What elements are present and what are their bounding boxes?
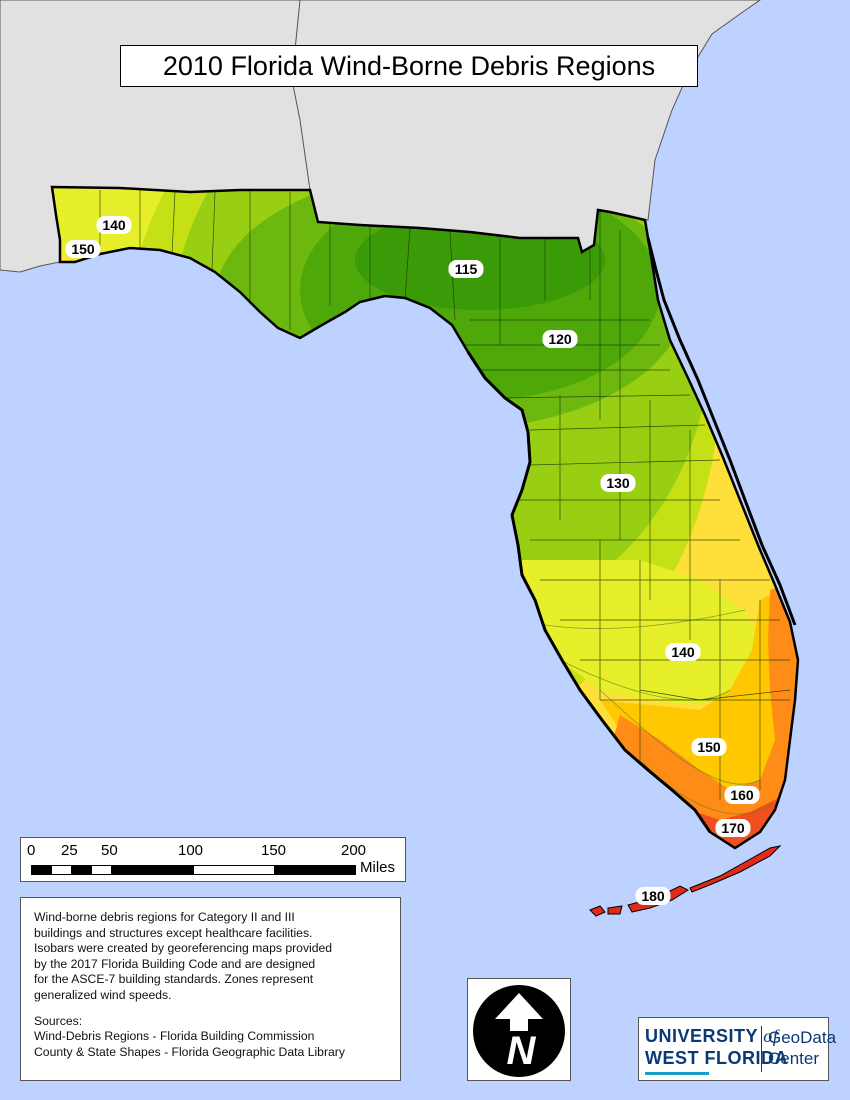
isobar-label-text: 140	[671, 644, 695, 660]
north-arrow-icon: N	[473, 985, 565, 1077]
scale-tick-label: 25	[61, 842, 78, 859]
isobar-label: 150	[65, 240, 101, 258]
scale-tick-label: 0	[27, 842, 36, 859]
isobar-label-text: 120	[548, 331, 572, 347]
source-item: County & State Shapes - Florida Geograph…	[34, 1044, 345, 1059]
isobar-label-text: 170	[721, 820, 745, 836]
isobar-label: 130	[600, 474, 636, 492]
florida-keys	[589, 845, 782, 917]
scale-tick-label: 50	[101, 842, 118, 859]
isobar-label-text: 150	[697, 739, 721, 755]
isobar-label-bg	[635, 887, 671, 905]
logo-of-text: of	[763, 1026, 779, 1046]
uwf-geodata-logo: UNIVERSITY of WEST FLORIDA GeoData Cente…	[638, 1017, 836, 1081]
atlantic-coast-detail	[646, 237, 797, 626]
isobar-labels: 115 120 130 140 150 160 170 180 140 150	[65, 216, 760, 905]
notes-panel: Wind-borne debris regions for Category I…	[20, 897, 401, 1081]
north-letter: N	[507, 1029, 537, 1073]
logo-divider	[761, 1026, 762, 1072]
isobar-label-text: 140	[102, 217, 126, 233]
notes-description: Wind-borne debris regions for Category I…	[34, 910, 333, 1002]
map-title: 2010 Florida Wind-Borne Debris Regions	[120, 45, 698, 87]
isobar-label-bg	[65, 240, 101, 258]
isobar-label-text: 180	[641, 888, 665, 904]
isobar-label-bg	[665, 643, 701, 661]
scale-segment	[274, 865, 356, 875]
sources-title: Sources:	[34, 1013, 83, 1028]
isobar-label: 140	[665, 643, 701, 661]
source-item: Wind-Debris Regions - Florida Building C…	[34, 1029, 315, 1044]
isobar-label-bg	[691, 738, 727, 756]
isobar-label: 115	[448, 260, 484, 278]
scale-tick-label: 200	[341, 842, 367, 859]
scale-bar: 0 25 50 100 150 200 Miles	[20, 837, 406, 882]
north-arrow-panel: N	[467, 978, 571, 1081]
scale-segment	[51, 865, 72, 875]
isobar-label: 150	[691, 738, 727, 756]
state-borders	[291, 0, 311, 191]
scale-tick-label: 150	[261, 842, 287, 859]
isobar-label: 160	[724, 786, 760, 804]
isobar-label-text: 130	[606, 475, 630, 491]
scale-tick-label: 100	[178, 842, 204, 859]
scale-segment	[91, 865, 112, 875]
isobar-label: 180	[635, 887, 671, 905]
isobar-label: 140	[96, 216, 132, 234]
scale-segment	[111, 865, 194, 875]
isobar-label-bg	[96, 216, 132, 234]
logo-west-florida: WEST FLORIDA	[645, 1048, 788, 1068]
scale-segment	[193, 865, 275, 875]
logo-accent-line	[645, 1072, 709, 1075]
zone-140-south	[500, 560, 760, 705]
logo-center: Center	[768, 1049, 820, 1068]
isobar-label-text: 115	[455, 261, 478, 277]
isobar-label-bg	[600, 474, 636, 492]
isobar-label-bg	[542, 330, 578, 348]
logo-university: UNIVERSITY of	[645, 1026, 778, 1047]
isobar-label-bg	[715, 819, 751, 837]
scale-segment	[71, 865, 92, 875]
isobar-label-text: 150	[71, 241, 95, 257]
logo-university-text: UNIVERSITY	[645, 1026, 758, 1046]
scale-segment	[31, 865, 52, 875]
isobar-label: 120	[542, 330, 578, 348]
isobar-label: 170	[715, 819, 751, 837]
isobar-label-bg	[448, 260, 484, 278]
scale-unit-label: Miles	[360, 859, 396, 876]
isobar-label-bg	[724, 786, 760, 804]
logo-geodata: GeoData	[768, 1028, 837, 1047]
gulf-coast-detail	[466, 351, 712, 833]
isobar-lines	[519, 609, 781, 815]
isobar-label-text: 160	[730, 787, 754, 803]
